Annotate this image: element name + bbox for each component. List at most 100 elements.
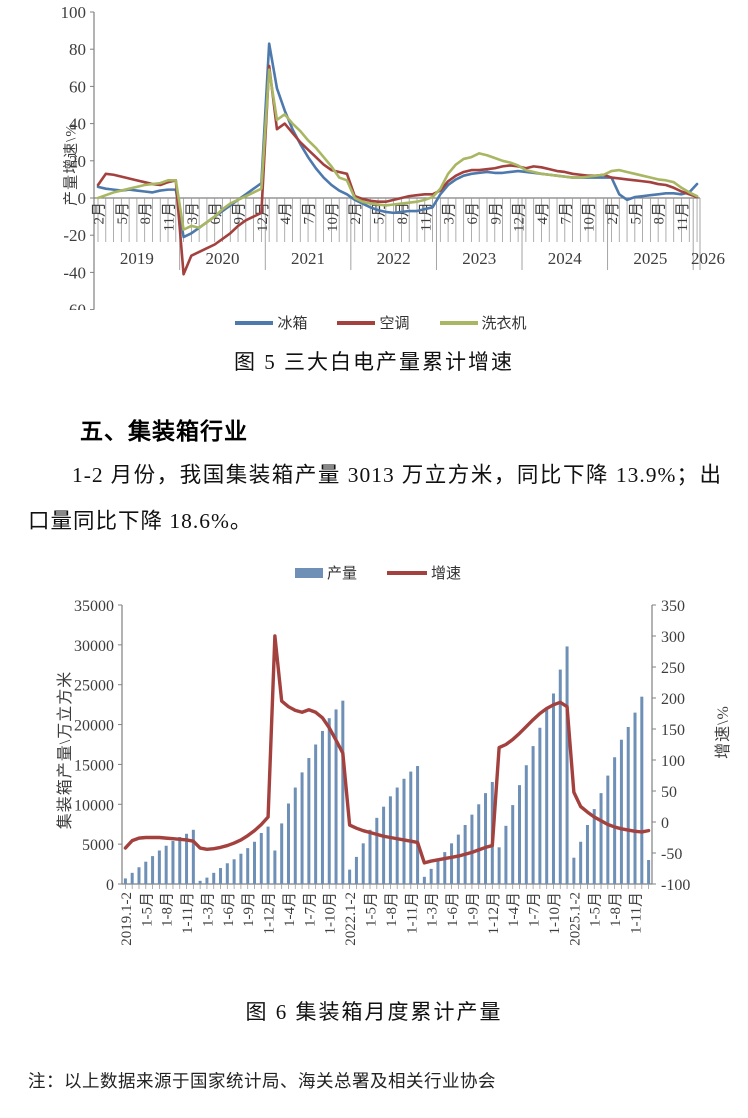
x-axis-period-label: 2019.1-2 bbox=[119, 892, 135, 946]
bar-产量 bbox=[157, 850, 161, 884]
bar-产量 bbox=[375, 817, 379, 884]
bar-产量 bbox=[585, 825, 589, 884]
legend-line-swatch bbox=[235, 320, 274, 325]
bar-产量 bbox=[579, 841, 583, 884]
right-axis-tick-label: 300 bbox=[661, 629, 685, 646]
x-axis-period-label: 1-4月 bbox=[506, 892, 522, 927]
x-axis-year-label: 2019 bbox=[120, 249, 154, 268]
bar-产量 bbox=[327, 718, 331, 884]
bar-产量 bbox=[266, 826, 270, 884]
x-axis-year-label: 2026 bbox=[691, 249, 725, 268]
bar-产量 bbox=[524, 765, 528, 884]
bar-产量 bbox=[484, 793, 488, 884]
x-axis-period-label: 1-5月 bbox=[139, 892, 155, 927]
x-axis-period-label: 1-4月 bbox=[282, 892, 298, 927]
x-axis-period-label: 1-6月 bbox=[221, 892, 237, 927]
bar-产量 bbox=[518, 785, 521, 884]
x-axis-month-label: 9月 bbox=[488, 202, 504, 225]
bar-产量 bbox=[212, 872, 216, 884]
bar-产量 bbox=[511, 805, 515, 884]
bar-产量 bbox=[456, 834, 460, 884]
x-axis-month-label: 11月 bbox=[675, 202, 691, 231]
x-axis-month-label: 5月 bbox=[115, 202, 131, 225]
figure6-right-axis-title: 增速\% bbox=[715, 705, 732, 759]
bar-产量 bbox=[619, 739, 623, 884]
x-axis-month-label: 12月 bbox=[255, 202, 271, 232]
x-axis-month-label: 2月 bbox=[92, 202, 108, 225]
x-axis-year-label: 2023 bbox=[462, 249, 496, 268]
x-axis-month-label: 8月 bbox=[395, 202, 411, 225]
x-axis-period-label: 1-6月 bbox=[445, 892, 461, 927]
left-axis-tick-label: 25000 bbox=[74, 678, 114, 695]
x-axis-month-label: 6月 bbox=[465, 202, 481, 225]
y-axis-tick-label: 80 bbox=[69, 40, 86, 59]
bar-产量 bbox=[416, 766, 420, 884]
bar-产量 bbox=[361, 843, 365, 884]
bar-产量 bbox=[293, 787, 297, 884]
legend-item-空调: 空调 bbox=[337, 312, 410, 333]
figure6-left-axis-title: 集装箱产量\万立方米 bbox=[57, 670, 74, 830]
x-axis-month-label: 2月 bbox=[348, 202, 364, 225]
bar-产量 bbox=[450, 843, 454, 884]
bar-产量 bbox=[205, 877, 209, 884]
figure6-caption: 图 6 集装箱月度累计产量 bbox=[245, 1000, 503, 1024]
x-axis-period-label: 1-8月 bbox=[160, 892, 176, 927]
figure5-chart: 100 80 60 40 20 0 -20 -40 -60 2月 5月 8月 11月 3月 6月 9月 12月 4… bbox=[28, 3, 734, 344]
bar-产量 bbox=[130, 872, 134, 884]
legend-item-冰箱: 冰箱 bbox=[235, 312, 307, 333]
bar-产量 bbox=[164, 845, 168, 884]
left-axis-tick-label: 10000 bbox=[74, 797, 114, 814]
bar-产量 bbox=[246, 848, 250, 884]
x-axis-period-label: 1-11月 bbox=[180, 892, 196, 934]
bar-产量 bbox=[402, 778, 406, 884]
legend-label: 空调 bbox=[379, 316, 410, 332]
bar-产量 bbox=[382, 806, 386, 884]
y-axis-tick-label: -20 bbox=[63, 226, 86, 245]
legend-line-swatch bbox=[337, 320, 376, 325]
x-axis-month-label: 4月 bbox=[535, 202, 551, 225]
bar-产量 bbox=[572, 857, 576, 884]
x-axis-month-label: 4月 bbox=[278, 202, 294, 225]
bar-产量 bbox=[443, 852, 447, 884]
x-axis-year-label: 2022 bbox=[377, 249, 411, 268]
line-series-增速 bbox=[123, 634, 651, 865]
bar-产量 bbox=[497, 847, 501, 884]
x-axis-period-label: 1-8月 bbox=[608, 892, 624, 927]
x-axis-month-label: 9月 bbox=[232, 202, 248, 225]
x-axis-period-label: 1-10月 bbox=[323, 892, 339, 935]
legend-line-swatch bbox=[387, 570, 427, 575]
bar-产量 bbox=[429, 868, 433, 884]
bar-产量 bbox=[633, 712, 637, 884]
right-axis-tick-label: 350 bbox=[661, 598, 685, 615]
bar-产量 bbox=[259, 832, 263, 884]
x-axis-period-label: 1-7月 bbox=[527, 892, 543, 927]
legend-item-产量: 产量 bbox=[294, 562, 357, 583]
container-output-chart: 35000 30000 25000 20000 15000 10000 5000 0 350 30… bbox=[74, 598, 690, 946]
x-axis-period-label: 1-5月 bbox=[364, 892, 380, 927]
x-axis-month-label: 10月 bbox=[582, 202, 598, 232]
bar-产量 bbox=[185, 833, 189, 884]
bar-产量 bbox=[613, 757, 617, 884]
legend-item-增速: 增速 bbox=[387, 562, 461, 583]
figure5-y-axis-title: 产量增速\% bbox=[63, 123, 80, 206]
x-axis-period-label: 2025.1-2 bbox=[567, 892, 583, 946]
bar-产量 bbox=[599, 793, 603, 884]
bar-产量 bbox=[565, 646, 569, 884]
bar-产量 bbox=[477, 804, 481, 884]
x-axis-period-label: 1-7月 bbox=[302, 892, 318, 927]
bar-产量 bbox=[538, 727, 542, 884]
bar-产量 bbox=[409, 771, 413, 884]
x-axis-month-label: 8月 bbox=[138, 202, 154, 225]
bar-产量 bbox=[171, 840, 175, 884]
bar-产量 bbox=[348, 869, 352, 884]
x-axis-month-label: 3月 bbox=[442, 202, 458, 225]
bar-产量 bbox=[395, 787, 399, 884]
bar-产量 bbox=[320, 730, 324, 884]
bar-产量 bbox=[545, 709, 549, 884]
legend-bar-swatch bbox=[294, 567, 323, 578]
x-axis-year-label: 2020 bbox=[205, 249, 239, 268]
right-axis-tick-label: 100 bbox=[661, 753, 685, 770]
white-goods-growth-chart: 100 80 60 40 20 0 -20 -40 -60 2月 5月 8月 11月 3月 6月 9月 12月 4… bbox=[61, 3, 726, 320]
y-axis-tick-label: 20 bbox=[69, 152, 86, 171]
